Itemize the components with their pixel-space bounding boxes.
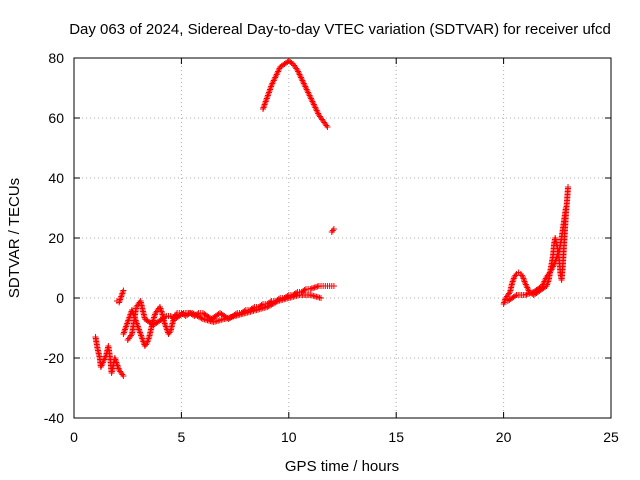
data-point-interp [310,285,317,291]
data-point-interp [323,122,330,129]
data-point-interp [166,329,173,336]
data-point-interp [306,92,313,99]
data-point-interp [278,63,285,69]
data-point-interp [119,371,126,378]
data-point-interp [508,281,515,288]
data-point-interp [287,59,294,65]
data-point-interp [272,299,279,306]
data-point-interp [218,311,225,317]
data-point-interp [284,295,291,302]
data-point-interp [147,320,154,326]
data-point-interp [179,311,186,317]
y-tick-label: 20 [48,230,64,246]
y-axis-label: SDTVAR / TECUs [6,178,23,298]
data-point-interp [329,227,336,234]
data-point-interp [326,283,333,289]
data-point-interp [198,315,205,322]
data-points [92,58,572,379]
data-point-interp [302,83,309,90]
data-point-interp [139,335,146,342]
data-point-interp [555,248,562,255]
data-point-interp [94,344,101,351]
data-point-interp [117,295,124,301]
data-point-interp [564,185,571,192]
data-point-interp [139,305,146,312]
data-point-interp [272,74,279,81]
data-point-interp [126,314,133,321]
data-point-interp [169,314,176,320]
data-point-interp [96,353,103,360]
data-point-interp [177,312,184,318]
axis-ticks: 0 5 10 15 20 25 -40 -20 0 20 40 60 80 [44,50,619,445]
y-tick-label: -20 [44,350,64,366]
data-point-interp [93,338,100,345]
data-point-interp [219,316,226,323]
y-tick-label: 60 [48,110,64,126]
data-point-interp [165,313,172,319]
data-point-interp [137,329,144,336]
data-point-interp [230,313,237,320]
data-point-interp [282,60,289,66]
data-point-interp [512,272,519,279]
x-tick-label: 0 [70,429,78,445]
data-point-interp [133,305,140,312]
data-point-interp [252,307,259,314]
data-point-interp [241,310,248,317]
x-tick-label: 25 [603,429,619,445]
data-point-interp [187,310,194,316]
x-tick-label: 20 [496,429,512,445]
data-point-interp [562,206,569,213]
data-point-interp [297,74,304,81]
data-point-interp [147,326,154,333]
data-point-interp [113,359,120,366]
data-point-interp [209,315,216,321]
y-tick-label: 80 [48,50,64,66]
data-point-interp [512,293,519,299]
data-point-interp [505,290,512,297]
data-point-interp [510,294,517,300]
data-point-interp [521,278,528,285]
data-point-interp [262,304,269,311]
data-point-interp [158,308,165,315]
data-point-interp [169,320,176,327]
data-point-interp [119,289,126,295]
data-point-interp [124,320,131,327]
data-point-interp [173,315,180,321]
data-point-interp [122,326,129,333]
data-point-interp [536,285,543,291]
y-tick-label: 0 [56,290,64,306]
y-tick-label: 40 [48,170,64,186]
x-tick-label: 15 [388,429,404,445]
chart-title: Day 063 of 2024, Sidereal Day-to-day VTE… [69,21,611,38]
data-point-interp [197,314,204,321]
data-point-interp [300,288,307,294]
data-point-interp [160,315,167,321]
data-point-interp [273,298,280,305]
data-point-interp [310,101,317,108]
data-point-interp [268,83,275,90]
data-point-interp [156,318,163,324]
x-tick-label: 5 [178,429,186,445]
data-point-interp [162,323,169,330]
data-point-interp [143,317,150,323]
data-point-interp [127,332,134,339]
data-point-interp [263,95,270,102]
data-point-interp [316,294,323,301]
x-axis-label: GPS time / hours [285,458,399,475]
data-point-interp [161,314,168,320]
data-point-interp [551,260,558,267]
x-tick-label: 10 [281,429,297,445]
grid-lines [74,58,611,418]
data-point-interp [197,310,204,316]
data-point-interp [214,312,221,318]
y-tick-label: -40 [44,410,64,426]
data-point-interp [151,321,158,327]
data-point-interp [145,335,152,342]
data-point-interp [201,311,208,317]
